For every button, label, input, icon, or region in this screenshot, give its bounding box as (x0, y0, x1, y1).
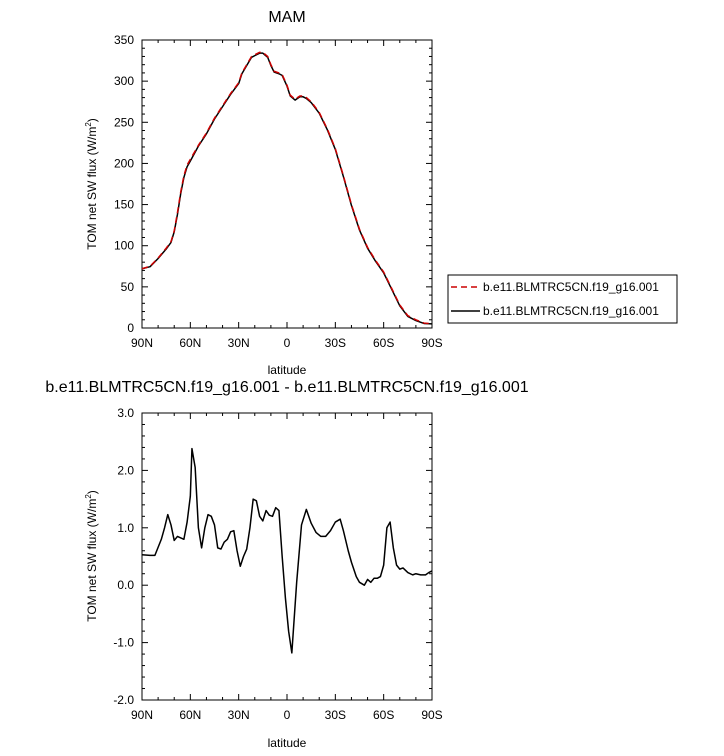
x-tick-label: 0 (284, 708, 291, 722)
x-tick-label: 60N (179, 708, 201, 722)
chart-bottom-y-ticks: 3.0 2.0 1.0 0.0 -1.0 -2.0 (113, 406, 432, 707)
y-tick-label: 0 (127, 321, 134, 335)
y-tick-label: 350 (114, 33, 134, 47)
x-tick-label: 30N (228, 708, 250, 722)
y-tick-label: 300 (114, 74, 134, 88)
legend-label-series-0: b.e11.BLMTRC5CN.f19_g16.001 (483, 280, 659, 294)
chart-bottom-y-axis-label-main: TOM net SW flux (W/m (85, 499, 99, 622)
x-tick-label: 30N (228, 336, 250, 350)
chart-top-legend: b.e11.BLMTRC5CN.f19_g16.001 b.e11.BLMTRC… (447, 274, 678, 324)
series-line-0 (141, 51, 433, 325)
x-tick-label: 30S (325, 336, 346, 350)
x-tick-label: 90N (131, 336, 153, 350)
x-tick-label: 0 (284, 336, 291, 350)
y-tick-label: 150 (114, 198, 134, 212)
chart-bottom-x-axis-label: latitude (268, 736, 307, 750)
chart-top-x-axis-label: latitude (268, 363, 307, 377)
chart-top-y-axis-label-sup: 2 (84, 122, 93, 127)
y-tick-label: 250 (114, 115, 134, 129)
chart-bottom-plot-frame (141, 412, 433, 701)
chart-top-title: MAM (268, 9, 305, 26)
y-tick-label: 3.0 (117, 406, 134, 420)
chart-top-series (141, 51, 433, 325)
chart-bottom-x-ticks: 90N 60N 30N 0 30S 60S 90S (131, 413, 443, 722)
chart-bottom-y-axis-label: TOM net SW flux (W/m2) (84, 490, 99, 622)
y-tick-label: 50 (121, 280, 135, 294)
y-tick-label: -1.0 (113, 636, 134, 650)
chart-bottom-title: b.e11.BLMTRC5CN.f19_g16.001 - b.e11.BLMT… (45, 379, 528, 396)
series-line-0 (141, 447, 433, 654)
y-tick-label: 100 (114, 239, 134, 253)
y-tick-label: 2.0 (117, 463, 134, 477)
x-tick-label: 90S (421, 708, 442, 722)
chart-bottom-series (141, 447, 433, 654)
chart-top-x-ticks: 90N 60N 30N 0 30S 60S 90S (131, 40, 443, 350)
y-tick-label: 1.0 (117, 521, 134, 535)
x-tick-label: 30S (325, 708, 346, 722)
y-tick-label: 0.0 (117, 578, 134, 592)
chart-top-y-axis-label-main: TOM net SW flux (W/m (85, 127, 99, 250)
chart-top-plot-frame (141, 39, 433, 329)
x-tick-label: 60S (373, 708, 394, 722)
x-tick-label: 90N (131, 708, 153, 722)
y-tick-label: -2.0 (113, 693, 134, 707)
chart-bottom-y-axis-label-end: ) (85, 490, 99, 494)
legend-label-series-1: b.e11.BLMTRC5CN.f19_g16.001 (483, 304, 659, 318)
y-tick-label: 200 (114, 156, 134, 170)
x-tick-label: 60N (179, 336, 201, 350)
chart-top-y-axis-label: TOM net SW flux (W/m2) (84, 118, 99, 250)
chart-bottom-y-axis-label-sup: 2 (84, 494, 93, 499)
chart-top-y-ticks: 0 50 100 150 200 250 300 350 (114, 33, 432, 335)
chart-bottom: b.e11.BLMTRC5CN.f19_g16.001 - b.e11.BLMT… (45, 379, 528, 750)
chart-top: MAM 90N 60N 30N 0 30S 60S 90S 0 50 100 150 200 250 3… (84, 9, 678, 377)
x-tick-label: 60S (373, 336, 394, 350)
legend-frame (447, 274, 678, 324)
chart-top-y-axis-label-end: ) (85, 118, 99, 122)
x-tick-label: 90S (421, 336, 442, 350)
